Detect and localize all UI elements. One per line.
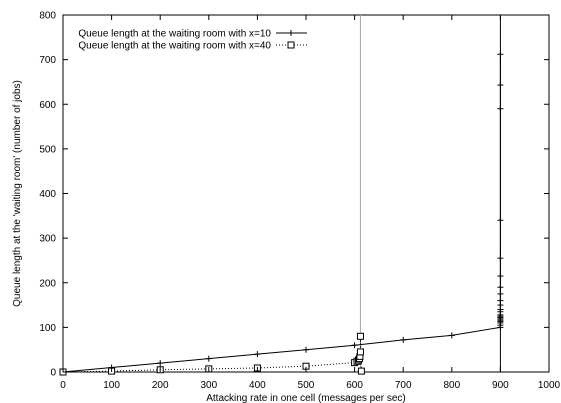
x-tick-label: 400 <box>249 380 266 391</box>
x-tick-label: 100 <box>103 380 120 391</box>
x-tick-label: 700 <box>395 380 412 391</box>
y-tick-label: 400 <box>39 189 56 200</box>
series-0-point-25 <box>497 255 504 262</box>
series-0-point-3 <box>205 355 212 362</box>
legend-label-1: Queue length at the waiting room with x=… <box>78 41 271 52</box>
series-0-point-21 <box>497 297 504 304</box>
y-tick-label: 0 <box>50 368 56 379</box>
plot-layer <box>59 14 550 376</box>
plot-area-border <box>62 14 550 373</box>
y-tick-label: 300 <box>39 234 56 245</box>
series-0-point-6 <box>351 342 358 349</box>
series-0-point-28 <box>497 82 504 89</box>
series-0-point-24 <box>497 273 504 280</box>
x-tick-label: 300 <box>200 380 217 391</box>
y-tick-label: 800 <box>39 11 56 22</box>
x-tick-label: 800 <box>443 380 460 391</box>
x-tick-label: 600 <box>346 380 363 391</box>
y-tick-label: 500 <box>39 144 56 155</box>
legend: Queue length at the waiting room with x=… <box>78 29 307 52</box>
series-0-point-8 <box>448 332 455 339</box>
series-0-point-4 <box>254 351 261 358</box>
legend-plus-marker <box>288 30 294 36</box>
x-tick-label: 500 <box>298 380 315 391</box>
legend-square-marker <box>287 41 295 49</box>
y-tick-label: 700 <box>39 55 56 66</box>
y-tick-label: 600 <box>39 100 56 111</box>
series-0-point-27 <box>497 105 504 112</box>
x-tick-label: 900 <box>492 380 509 391</box>
x-axis-title: Attacking rate in one cell (messages per… <box>206 393 406 403</box>
axes-layer: 0 100 200 300 400 500 600 700 800 900 1000 0 100 200 3… <box>39 11 560 392</box>
series-0-point-29 <box>497 51 504 58</box>
series-1-point-13 <box>357 367 365 375</box>
x-tick-label: 200 <box>152 380 169 391</box>
series-0-point-2 <box>157 360 164 367</box>
series-0-point-7 <box>400 336 407 343</box>
series-0-point-5 <box>303 346 309 353</box>
series-1-point-11 <box>356 348 364 356</box>
x-tick-label: 1000 <box>538 380 561 391</box>
x-tick-label: 0 <box>60 380 66 391</box>
series-line-1 <box>62 336 362 373</box>
series-0-point-23 <box>497 284 504 291</box>
series-0-point-26 <box>497 217 504 224</box>
y-tick-label: 100 <box>39 323 56 334</box>
series-1-point-12 <box>356 332 364 340</box>
series-0-point-22 <box>497 290 504 297</box>
legend-label-0: Queue length at the waiting room with x=… <box>78 29 271 40</box>
y-axis-title: Queue length at the 'waiting room' (numb… <box>12 80 23 307</box>
y-tick-label: 200 <box>39 278 56 289</box>
